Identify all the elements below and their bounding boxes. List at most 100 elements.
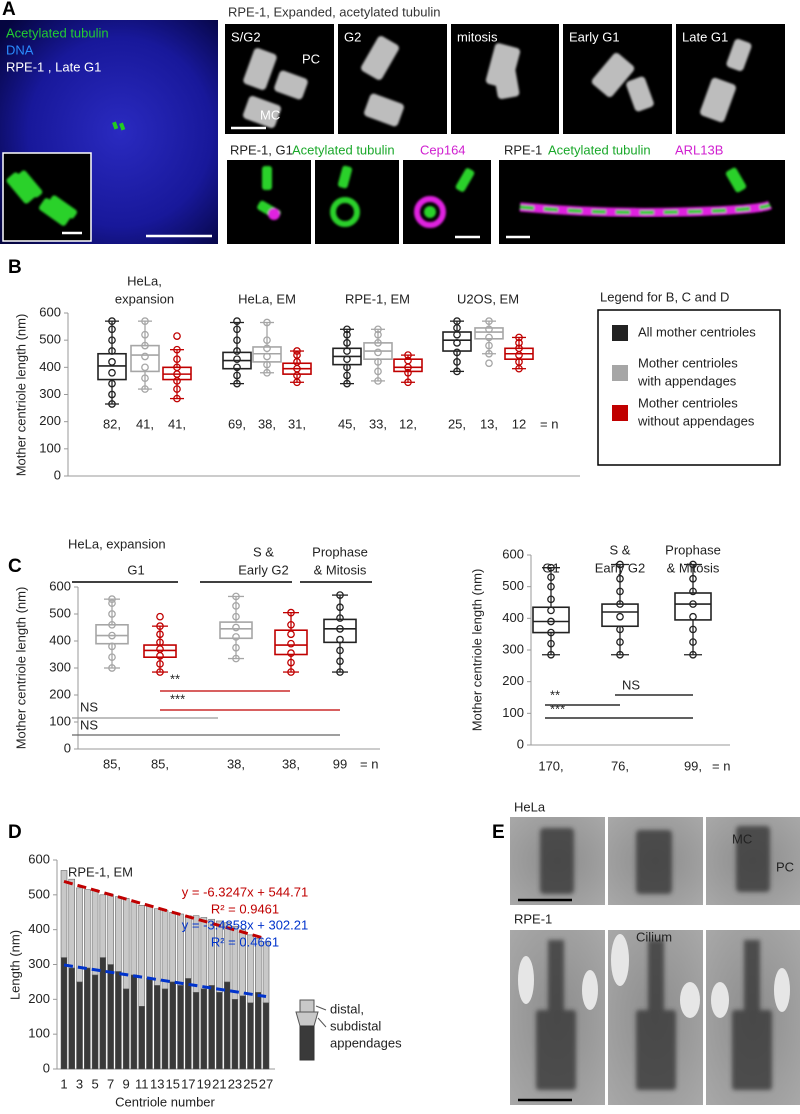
legend-label: All mother centrioles	[638, 324, 756, 339]
bar-segment	[192, 992, 200, 1070]
micrograph	[676, 24, 785, 134]
stage-label: G2	[344, 29, 361, 44]
bar-segment	[216, 992, 223, 1070]
y-tick-label: 600	[502, 546, 524, 561]
n-label: 76,	[611, 758, 629, 773]
bar-segment	[216, 920, 223, 993]
y-tick-label: 100	[502, 705, 524, 720]
bar-segment	[255, 992, 262, 1070]
data-point	[232, 592, 240, 601]
group-label: Prophase	[665, 542, 721, 557]
data-point	[404, 378, 412, 387]
data-point	[453, 358, 461, 366]
data-point	[515, 333, 523, 342]
legend-swatch	[612, 325, 628, 341]
bar-segment	[76, 887, 83, 983]
y-tick-label: 500	[502, 578, 524, 593]
schematic-distal	[299, 999, 315, 1013]
data-point	[141, 363, 149, 372]
data-point	[293, 347, 301, 355]
data-point	[156, 645, 164, 653]
y-tick-label: 200	[28, 991, 50, 1006]
data-point	[108, 610, 116, 618]
box	[393, 358, 423, 373]
data-point	[616, 574, 624, 583]
y-axis-title: Mother centriole length (nm)	[13, 587, 28, 750]
y-tick-label: 300	[502, 641, 524, 656]
data-point	[616, 600, 624, 608]
pc-label: PC	[302, 51, 320, 66]
y-tick-label: 0	[64, 740, 71, 755]
y-axis-title: Length (nm)	[7, 930, 22, 1000]
n-label: 12	[512, 416, 526, 431]
data-point	[287, 658, 295, 667]
data-point	[343, 355, 351, 364]
x-tick-label: 23	[228, 1076, 242, 1091]
data-point	[141, 341, 149, 350]
bar-segment	[146, 978, 153, 1070]
bar-segment	[161, 988, 169, 1070]
bar-segment	[153, 908, 161, 986]
data-point	[374, 325, 382, 334]
y-tick-label: 100	[49, 713, 71, 728]
data-point	[108, 347, 116, 355]
data-point	[515, 344, 523, 353]
data-point	[336, 614, 344, 622]
data-point	[233, 363, 241, 372]
bar-segment	[177, 985, 184, 1070]
data-point	[232, 643, 240, 652]
data-point	[547, 617, 555, 626]
bar-segment	[60, 870, 68, 958]
y-tick-label: 200	[49, 686, 71, 701]
data-point	[263, 360, 271, 369]
vesicles	[518, 934, 790, 1018]
data-point	[233, 371, 241, 380]
n-label: 13,	[480, 416, 498, 431]
data-point	[485, 317, 493, 325]
box	[274, 629, 308, 656]
group-label: U2OS, EM	[457, 291, 519, 306]
data-point	[263, 344, 271, 353]
bar-segment	[99, 957, 107, 1070]
data-point	[374, 358, 382, 366]
data-point	[616, 625, 624, 634]
expanded-title: RPE-1, Expanded, acetylated tubulin	[228, 4, 440, 19]
data-point	[689, 638, 697, 646]
x-tick-label: 17	[181, 1076, 195, 1091]
data-point	[108, 642, 116, 651]
inset-centrioles	[6, 170, 77, 226]
legend-frame	[597, 309, 781, 466]
bar-segment	[177, 913, 184, 986]
group-label: S &	[253, 544, 274, 559]
data-point	[689, 625, 697, 634]
data-point	[173, 355, 181, 364]
significance-label: NS	[80, 699, 98, 714]
n-label: 99	[333, 756, 347, 771]
pointer	[315, 1005, 327, 1011]
data-point	[374, 367, 382, 376]
legend-swatch	[612, 405, 628, 421]
data-point	[141, 385, 149, 393]
trendline	[63, 963, 267, 998]
micrograph	[499, 160, 785, 244]
data-point	[336, 668, 344, 676]
bar-segment	[161, 910, 169, 990]
data-point	[374, 377, 382, 385]
bar-segment	[91, 974, 99, 1070]
bar-segment	[107, 894, 114, 965]
data-point	[141, 317, 149, 325]
data-point	[108, 336, 116, 345]
data-point	[108, 653, 116, 662]
x-tick-label: 21	[212, 1076, 226, 1091]
data-point	[173, 363, 181, 372]
data-point	[616, 560, 624, 569]
n-label: 45,	[338, 416, 356, 431]
schematic-label: distal,	[330, 1001, 364, 1016]
legend-label: Mother centrioles	[638, 355, 738, 370]
bar-segment	[208, 985, 215, 1070]
data-point	[141, 374, 149, 383]
n-suffix: = n	[712, 758, 730, 773]
data-point	[453, 339, 461, 347]
y-tick-label: 300	[28, 956, 50, 971]
